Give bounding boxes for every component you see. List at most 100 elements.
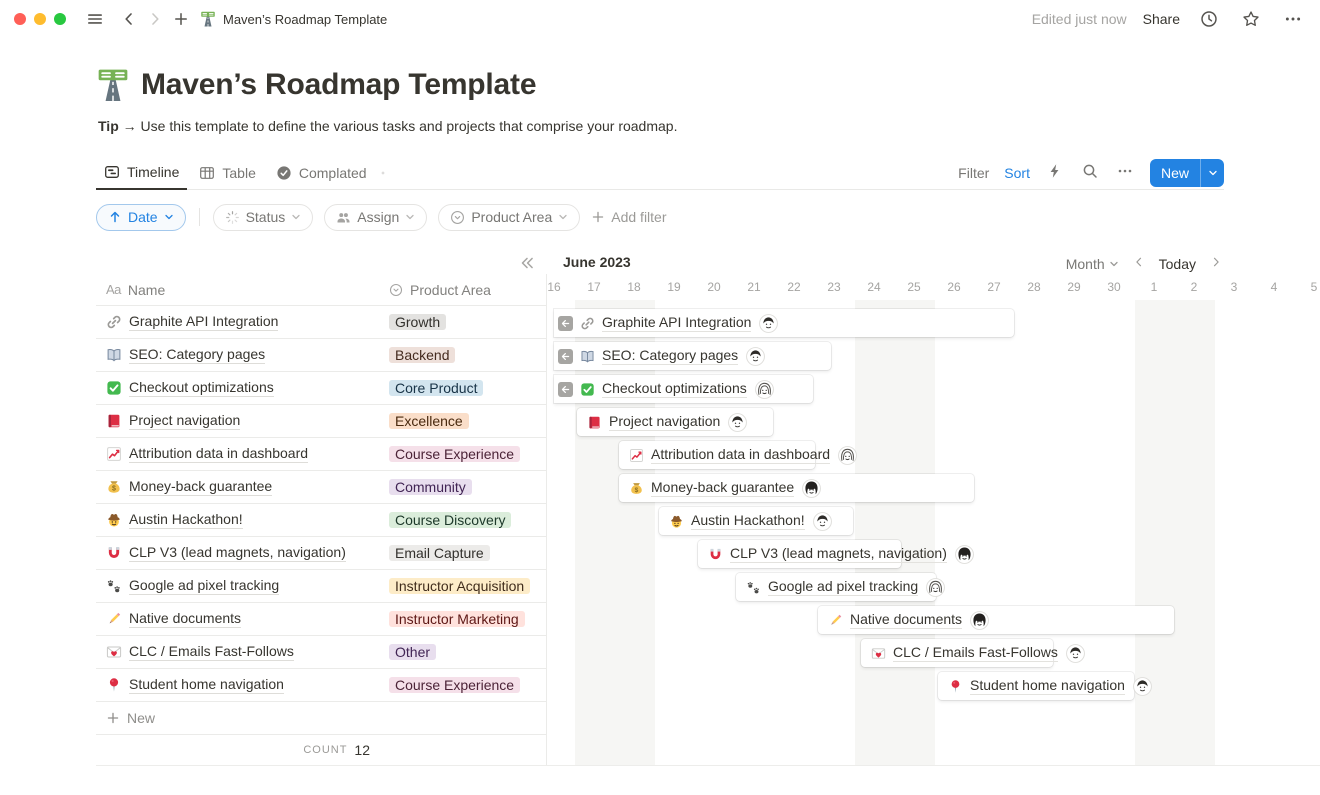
row-name[interactable]: Graphite API Integration bbox=[129, 313, 279, 331]
row-name[interactable]: Project navigation bbox=[129, 412, 241, 430]
favorite-button[interactable] bbox=[1238, 6, 1264, 32]
row-name[interactable]: CLC / Emails Fast-Follows bbox=[129, 643, 294, 661]
filter-pill-product-area[interactable]: Product Area bbox=[438, 203, 581, 231]
sort-button[interactable]: Sort bbox=[1004, 164, 1030, 181]
share-button[interactable]: Share bbox=[1142, 11, 1180, 27]
product-area-tag[interactable]: Instructor Acquisition bbox=[389, 578, 531, 594]
page-title[interactable]: Maven’s Roadmap Template bbox=[141, 68, 537, 101]
row-product-area-cell[interactable]: Email Capture bbox=[389, 543, 490, 563]
row-name-cell[interactable]: Native documents bbox=[96, 610, 389, 628]
product-area-tag[interactable]: Instructor Marketing bbox=[389, 611, 525, 627]
product-area-tag[interactable]: Course Experience bbox=[389, 446, 521, 462]
timeline-bar[interactable]: Student home navigation bbox=[938, 672, 1152, 700]
row-product-area-cell[interactable]: Backend bbox=[389, 345, 456, 365]
more-options-button[interactable] bbox=[1280, 6, 1306, 32]
column-header-product-area[interactable]: Product Area bbox=[389, 282, 491, 298]
zoom-window-button[interactable] bbox=[54, 13, 66, 25]
sidebar-toggle-button[interactable] bbox=[82, 6, 108, 32]
new-row-button[interactable]: New bbox=[96, 702, 546, 735]
row-name[interactable]: SEO: Category pages bbox=[129, 346, 266, 364]
collapse-table-button[interactable] bbox=[516, 252, 538, 277]
row-name[interactable]: Native documents bbox=[129, 610, 242, 628]
row-name-cell[interactable]: Student home navigation bbox=[96, 676, 389, 694]
nav-back-button[interactable] bbox=[116, 6, 142, 32]
product-area-tag[interactable]: Email Capture bbox=[389, 545, 490, 561]
updates-button[interactable] bbox=[1196, 6, 1222, 32]
product-area-tag[interactable]: Course Discovery bbox=[389, 512, 512, 528]
timeline-bar[interactable]: Project navigation bbox=[577, 408, 773, 436]
timeline-bar[interactable]: SEO: Category pages bbox=[554, 342, 831, 370]
timeline-today-button[interactable]: Today bbox=[1158, 255, 1196, 272]
product-area-tag[interactable]: Community bbox=[389, 479, 472, 495]
timeline-bar[interactable]: Google ad pixel tracking bbox=[736, 573, 946, 601]
add-filter-button[interactable]: Add filter bbox=[591, 209, 667, 225]
row-name[interactable]: Student home navigation bbox=[129, 676, 284, 694]
timeline-bar[interactable]: Austin Hackathon! bbox=[659, 507, 853, 535]
timeline-zoom-select[interactable]: Month bbox=[1066, 256, 1119, 272]
add-view-button[interactable] bbox=[375, 165, 391, 181]
nav-forward-button[interactable] bbox=[142, 6, 168, 32]
timeline-bar[interactable]: Checkout optimizations bbox=[554, 375, 813, 403]
product-area-tag[interactable]: Core Product bbox=[389, 380, 484, 396]
new-entry-label[interactable]: New bbox=[1160, 164, 1189, 181]
row-name[interactable]: Austin Hackathon! bbox=[129, 511, 243, 529]
row-name-cell[interactable]: Google ad pixel tracking bbox=[96, 577, 389, 595]
product-area-tag[interactable]: Growth bbox=[389, 314, 447, 330]
row-product-area-cell[interactable]: Excellence bbox=[389, 411, 469, 431]
row-product-area-cell[interactable]: Instructor Acquisition bbox=[389, 576, 531, 596]
row-product-area-cell[interactable]: Course Experience bbox=[389, 675, 521, 695]
breadcrumb[interactable]: Maven’s Roadmap Template bbox=[200, 11, 387, 27]
minimize-window-button[interactable] bbox=[34, 13, 46, 25]
row-product-area-cell[interactable]: Core Product bbox=[389, 378, 484, 398]
row-name-cell[interactable]: Project navigation bbox=[96, 412, 389, 430]
motorway-icon[interactable] bbox=[96, 68, 130, 102]
tab-table[interactable]: Table bbox=[191, 156, 263, 189]
timeline-bar[interactable]: Graphite API Integration bbox=[554, 309, 1014, 337]
product-area-tag[interactable]: Excellence bbox=[389, 413, 469, 429]
row-name-cell[interactable]: Graphite API Integration bbox=[96, 313, 389, 331]
timeline-next-button[interactable] bbox=[1208, 254, 1224, 273]
filter-pill-assign[interactable]: Assign bbox=[324, 203, 428, 231]
search-button[interactable] bbox=[1080, 161, 1100, 184]
row-product-area-cell[interactable]: Course Discovery bbox=[389, 510, 512, 530]
timeline-bar[interactable]: Attribution data in dashboard bbox=[619, 441, 857, 469]
tab-complated[interactable]: Complated bbox=[268, 156, 375, 189]
row-name-cell[interactable]: Attribution data in dashboard bbox=[96, 445, 389, 463]
timeline-bar[interactable]: $ Money-back guarantee bbox=[619, 474, 974, 502]
row-product-area-cell[interactable]: Growth bbox=[389, 312, 447, 332]
row-product-area-cell[interactable]: Course Experience bbox=[389, 444, 521, 464]
product-area-tag[interactable]: Backend bbox=[389, 347, 456, 363]
filter-pill-status[interactable]: Status bbox=[212, 203, 314, 231]
filter-pill-date[interactable]: Date bbox=[96, 203, 186, 231]
new-entry-button[interactable]: New bbox=[1149, 158, 1224, 187]
row-name-cell[interactable]: CLP V3 (lead magnets, navigation) bbox=[96, 544, 389, 562]
row-name-cell[interactable]: Checkout optimizations bbox=[96, 379, 389, 397]
row-product-area-cell[interactable]: Instructor Marketing bbox=[389, 609, 525, 629]
automations-button[interactable] bbox=[1045, 161, 1065, 184]
product-area-tag[interactable]: Other bbox=[389, 644, 437, 660]
timeline-bar[interactable]: CLP V3 (lead magnets, navigation) bbox=[698, 540, 974, 568]
row-name[interactable]: Checkout optimizations bbox=[129, 379, 274, 397]
close-window-button[interactable] bbox=[14, 13, 26, 25]
new-entry-dropdown[interactable] bbox=[1200, 158, 1224, 187]
row-name-cell[interactable]: Austin Hackathon! bbox=[96, 511, 389, 529]
view-options-button[interactable] bbox=[1115, 161, 1135, 184]
row-name[interactable]: Attribution data in dashboard bbox=[129, 445, 309, 463]
row-name-cell[interactable]: SEO: Category pages bbox=[96, 346, 389, 364]
row-name-cell[interactable]: $ Money-back guarantee bbox=[96, 478, 389, 496]
column-header-name[interactable]: Aa Name bbox=[96, 282, 389, 298]
row-name[interactable]: Google ad pixel tracking bbox=[129, 577, 280, 595]
row-name[interactable]: CLP V3 (lead magnets, navigation) bbox=[129, 544, 346, 562]
row-product-area-cell[interactable]: Other bbox=[389, 642, 437, 662]
new-page-button[interactable] bbox=[168, 6, 194, 32]
count-row[interactable]: COUNT 12 bbox=[96, 735, 370, 765]
row-name[interactable]: Money-back guarantee bbox=[129, 478, 273, 496]
filter-button[interactable]: Filter bbox=[958, 164, 990, 181]
row-product-area-cell[interactable]: Community bbox=[389, 477, 472, 497]
product-area-tag[interactable]: Course Experience bbox=[389, 677, 521, 693]
timeline-bar[interactable]: Native documents bbox=[818, 606, 1174, 634]
timeline-prev-button[interactable] bbox=[1131, 254, 1147, 273]
row-name-cell[interactable]: CLC / Emails Fast-Follows bbox=[96, 643, 389, 661]
timeline-bar[interactable]: CLC / Emails Fast-Follows bbox=[861, 639, 1085, 667]
tab-timeline[interactable]: Timeline bbox=[96, 157, 188, 190]
